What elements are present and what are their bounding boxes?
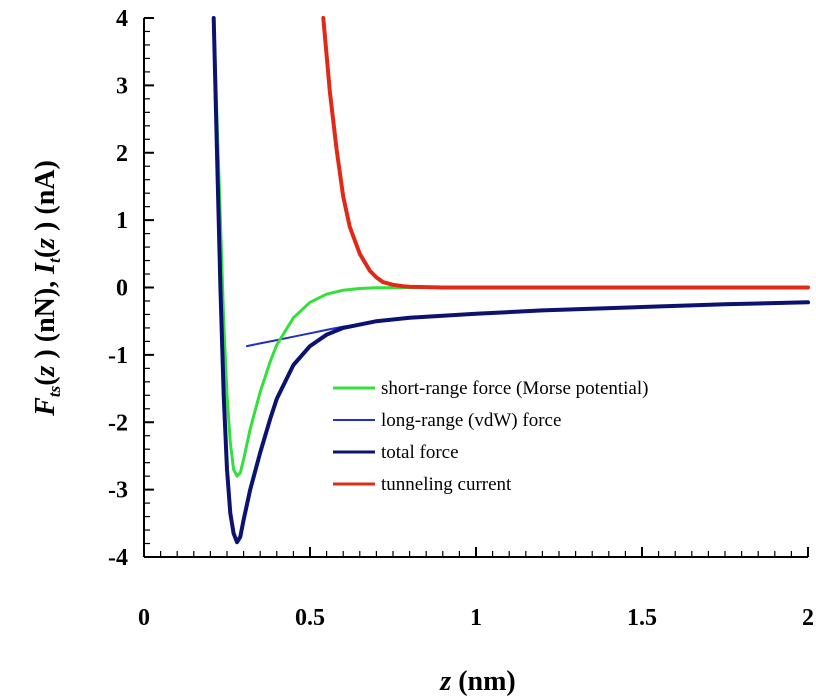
y-tick-label: -3 — [108, 478, 128, 504]
y-tick-label: 4 — [116, 6, 128, 32]
y-axis: 4 3 2 1 0 -1 -2 -3 -4 — [108, 6, 154, 571]
y-axis-title: Fts(z ) (nN), It(z ) (nA) — [30, 160, 64, 417]
series-line-total — [211, 16, 810, 545]
x-axis-title: z (nm) — [439, 666, 515, 697]
y-tick-label: 3 — [116, 73, 128, 99]
legend-label: long-range (vdW) force — [381, 410, 561, 431]
legend-label: total force — [381, 442, 459, 463]
x-tick-label: 2 — [802, 605, 814, 631]
series-line-tunneling — [321, 16, 810, 290]
x-tick-label: 0 — [138, 605, 150, 631]
x-axis-title-unit: (nm) — [451, 666, 516, 697]
svg-text:Fts(z ) (nN), It(z ) (nA): Fts(z ) (nN), It(z ) (nA) — [30, 160, 64, 417]
x-axis-title-var: z — [439, 666, 451, 697]
y-tick-label: -2 — [108, 410, 128, 436]
legend: short-range force (Morse potential) long-… — [333, 378, 648, 495]
series-layer — [211, 16, 810, 545]
legend-label: tunneling current — [381, 474, 512, 495]
legend-label: short-range force (Morse potential) — [381, 378, 648, 399]
x-tick-label: 1 — [470, 605, 482, 631]
x-tick-label: 0.5 — [295, 605, 325, 631]
x-tick-label: 1.5 — [627, 605, 657, 631]
y-tick-label: 2 — [116, 141, 128, 167]
y-tick-label: 1 — [116, 208, 128, 234]
series-line-long-range — [245, 301, 809, 348]
svg-text:z (nm): z (nm) — [439, 666, 515, 697]
series-line-short-range — [212, 16, 810, 478]
y-tick-label: 0 — [116, 276, 128, 302]
y-tick-label: -1 — [108, 343, 128, 369]
x-axis: 0 0.5 1 1.5 2 — [138, 547, 814, 631]
y-tick-label: -4 — [108, 545, 128, 571]
